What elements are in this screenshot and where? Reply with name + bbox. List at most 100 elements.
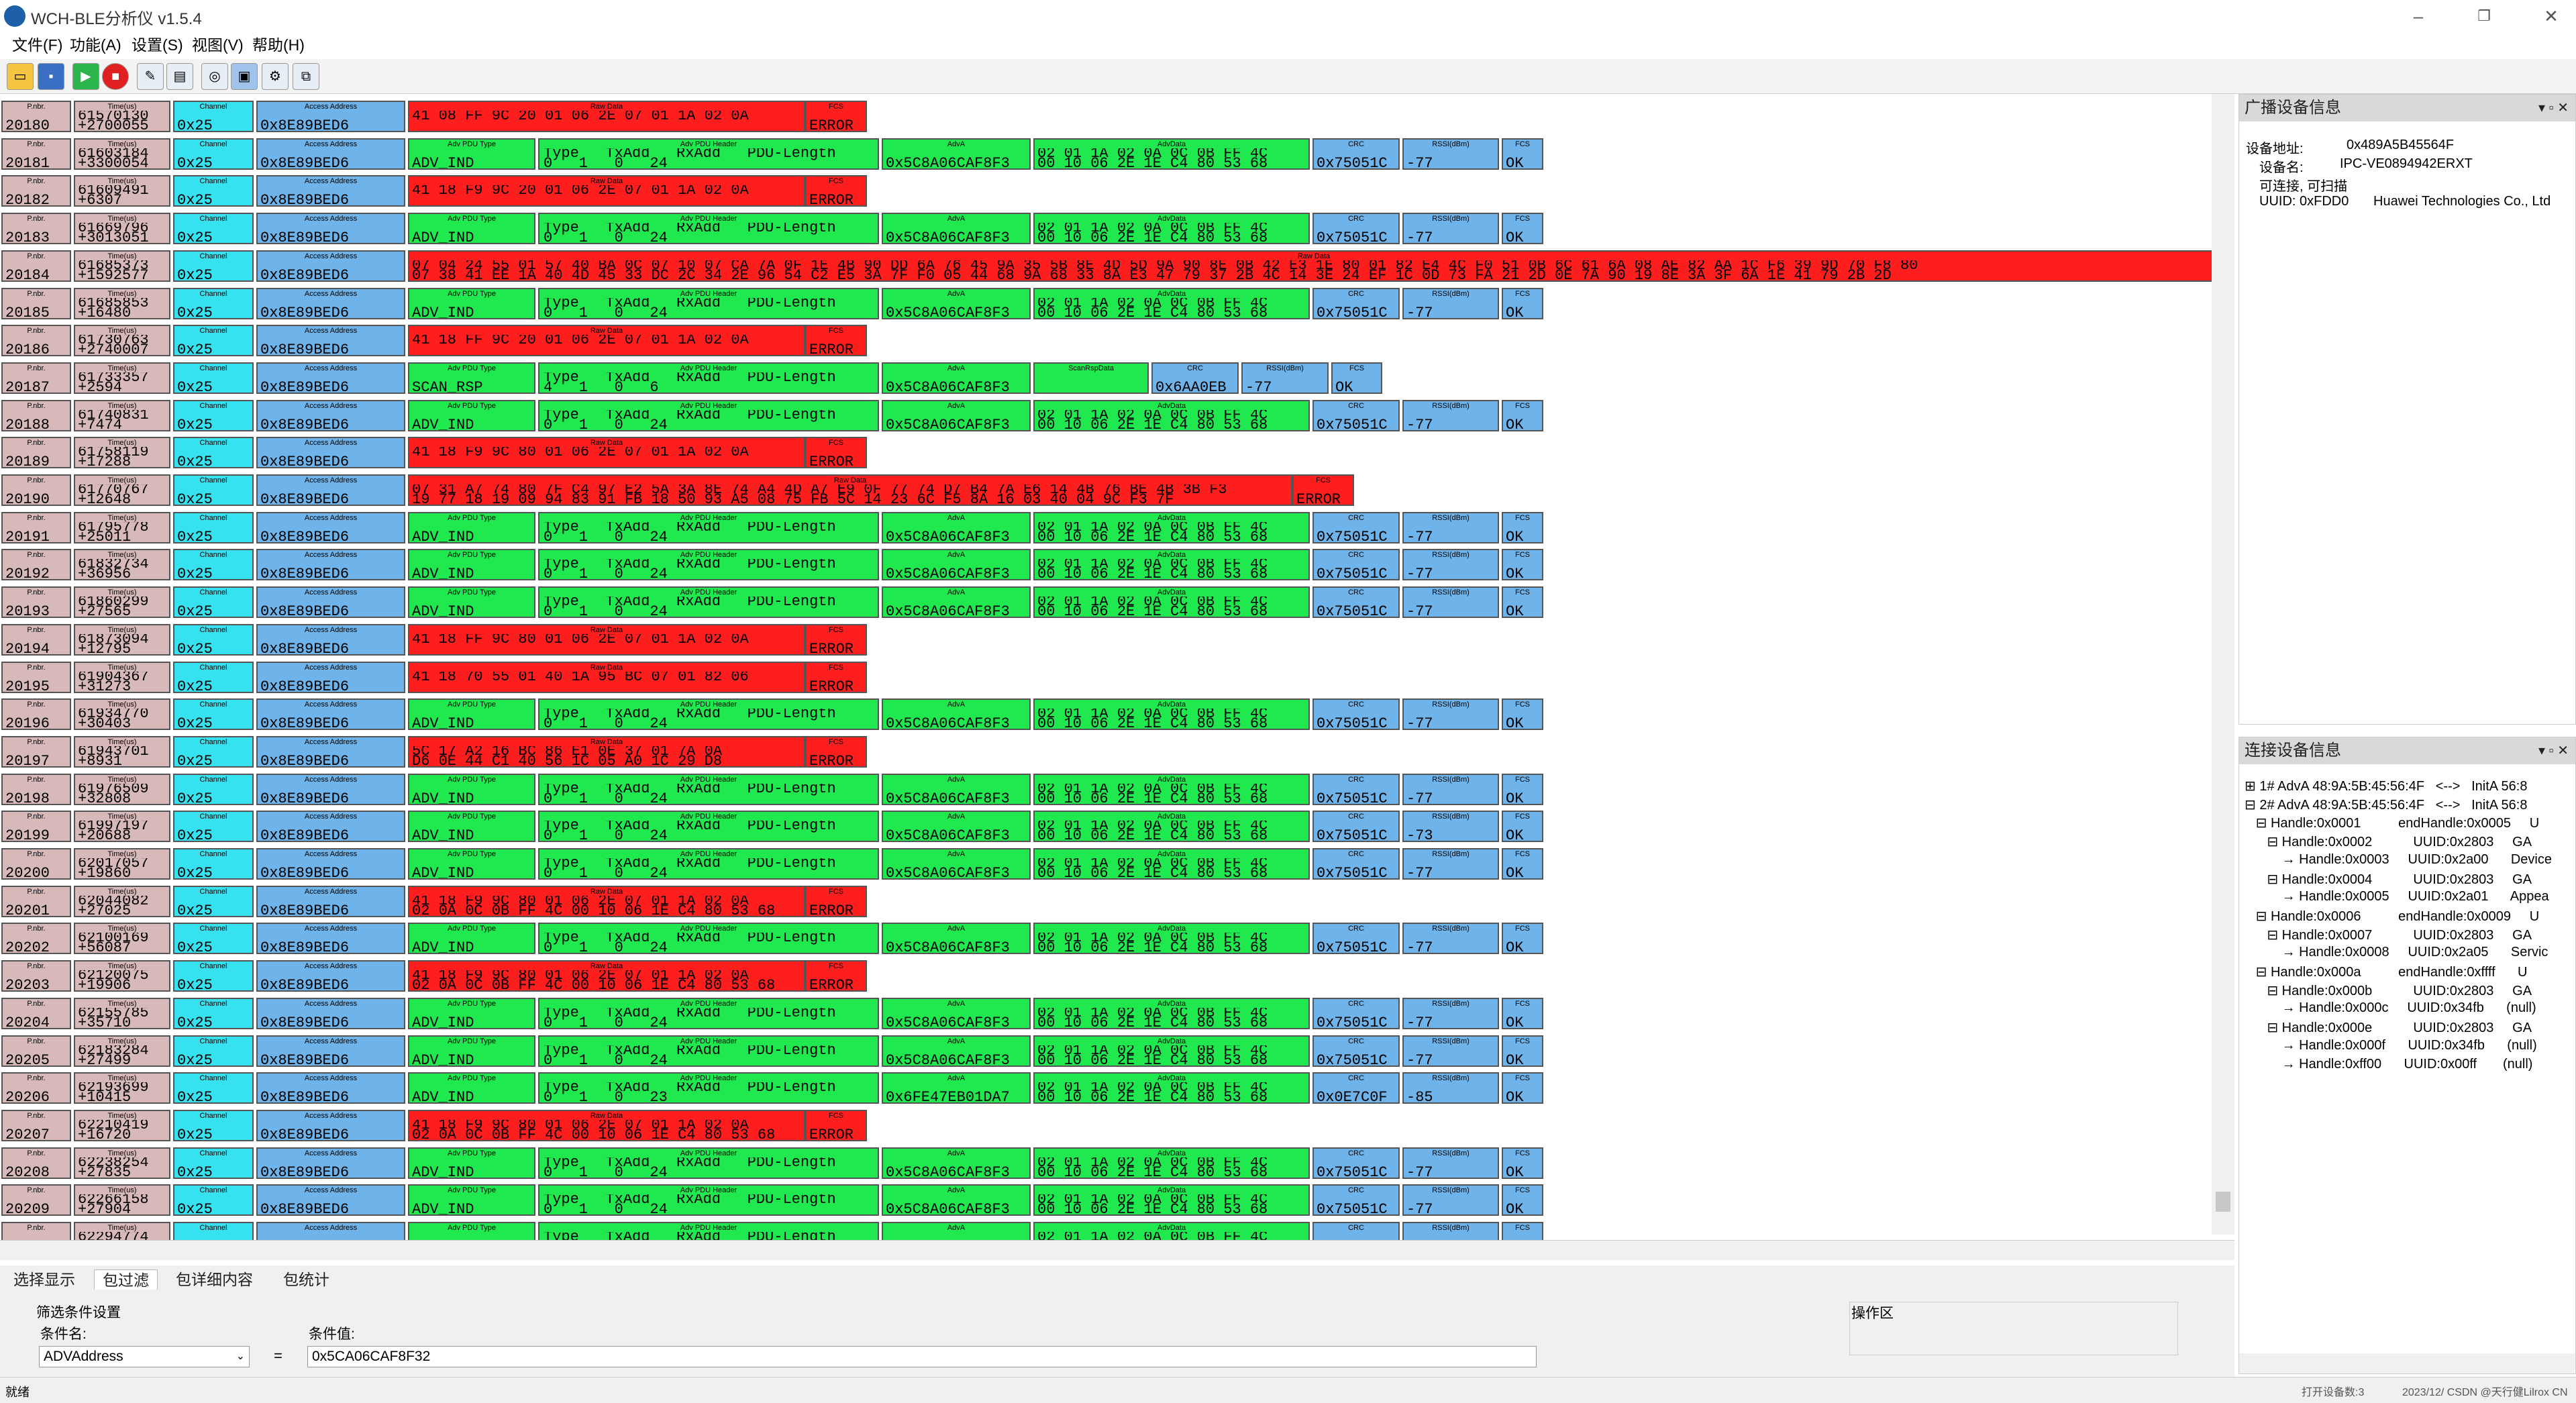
packet-crc-value: 0x75051C [1317, 603, 1388, 619]
tab-select-display[interactable]: 选择显示 [13, 1271, 75, 1288]
start-icon[interactable]: ▶ [72, 63, 99, 90]
packet-row[interactable]: P.nbr. 20200 Time(us) 62017057 +19860 Chann… [0, 847, 2214, 882]
settings-icon[interactable]: ⚙ [262, 63, 289, 90]
packet-row[interactable]: P.nbr. 20187 Time(us) 61733357 +2594 Channe… [0, 361, 2214, 396]
packet-row[interactable]: P.nbr. 20203 Time(us) 62120075 +19906 Chann… [0, 959, 2214, 994]
packet-fcs-value: OK [1506, 528, 1524, 543]
export-icon[interactable]: ▤ [166, 63, 193, 90]
condition-name-select[interactable]: ADVAddress ⌄ [39, 1346, 250, 1367]
packet-list[interactable]: P.nbr. 20180 Time(us) 61570130 +2700055 Cha… [0, 94, 2234, 1245]
packet-row[interactable]: P.nbr. 20195 Time(us) 61904367 +31273 Chann… [0, 660, 2214, 695]
packet-list-vscroll-thumb[interactable] [2216, 1192, 2230, 1212]
menu-help[interactable]: 帮助(H) [252, 36, 305, 54]
filter-icon[interactable]: ▣ [231, 63, 258, 90]
packet-list-vscroll[interactable] [2212, 94, 2234, 1235]
tab-packet-filter[interactable]: 包过滤 [94, 1269, 158, 1290]
gatt-tree-node[interactable]: → Handle:0x0005 UUID:0x2a01 Appea [2245, 889, 2549, 904]
packet-row[interactable]: P.nbr. 20184 Time(us) 61685373 +1592577 Cha… [0, 249, 2220, 284]
menu-settings[interactable]: 设置(S) [132, 36, 183, 54]
packet-row[interactable]: P.nbr. 20186 Time(us) 61730763 +2740007 Cha… [0, 323, 2214, 358]
packet-adva-label: AdvA [947, 700, 966, 709]
packet-adva: AdvA 0x5C8A06CAF8F3 [882, 138, 1031, 170]
tab-packet-stats[interactable]: 包统计 [283, 1271, 329, 1288]
stop-icon[interactable]: ■ [102, 63, 129, 90]
gatt-tree-node[interactable]: ⊟ Handle:0x0007 UUID:0x2803 GA [2245, 927, 2532, 943]
packet-row[interactable]: P.nbr. 20190 Time(us) 61770767 +12648 Chann… [0, 473, 2214, 508]
packet-number-value: 20188 [5, 416, 50, 431]
minimize-button[interactable]: – [2413, 6, 2424, 26]
gatt-tree-node[interactable]: ⊞ 1# AdvA 48:9A:5B:45:56:4F <--> InitA 5… [2245, 779, 2528, 794]
packet-row[interactable]: P.nbr. 20205 Time(us) 62183284 +27499 Chann… [0, 1034, 2214, 1069]
packet-time-label: Time(us) [107, 925, 137, 933]
packet-row[interactable]: P.nbr. 20182 Time(us) 61609491 +6307 Channe… [0, 174, 2214, 209]
menu-file[interactable]: 文件(F) [12, 36, 63, 54]
packet-time-label: Time(us) [107, 1074, 137, 1083]
packet-row[interactable]: P.nbr. 20193 Time(us) 61860299 +27565 Chann… [0, 585, 2214, 620]
packet-row[interactable]: P.nbr. 20208 Time(us) 62238254 +27835 Chann… [0, 1146, 2214, 1181]
packet-row[interactable]: P.nbr. 20198 Time(us) 61976509 +32808 Chann… [0, 772, 2214, 807]
condition-value-input[interactable]: 0x5CA06CAF8F32 [307, 1346, 1537, 1367]
panel-controls-icon[interactable]: ▾ ▫ ✕ [2538, 101, 2569, 115]
tab-packet-detail[interactable]: 包详细内容 [176, 1271, 253, 1288]
gatt-tree-node[interactable]: → Handle:0xff00 UUID:0x00ff (null) [2245, 1056, 2533, 1072]
packet-row[interactable]: P.nbr. 20180 Time(us) 61570130 +2700055 Cha… [0, 99, 2214, 134]
packet-adv-data-value: 02 01 1A 02 0A 0C 0B FF 4C 00 10 06 2E 1… [1037, 783, 1268, 805]
packet-access-address-label: Access Address [304, 887, 358, 896]
gatt-tree-node[interactable]: → Handle:0x000f UUID:0x34fb (null) [2245, 1037, 2537, 1053]
gatt-tree-node[interactable]: → Handle:0x0008 UUID:0x2a05 Servic [2245, 945, 2548, 960]
packet-row[interactable]: P.nbr. 20189 Time(us) 61758119 +17288 Chann… [0, 435, 2214, 470]
packet-time: Time(us) 61733357 +2594 [74, 362, 170, 394]
packet-row[interactable]: P.nbr. 20209 Time(us) 62266158 +27904 Chann… [0, 1183, 2214, 1218]
maximize-button[interactable]: ❐ [2477, 7, 2491, 24]
packet-row[interactable]: P.nbr. 20201 Time(us) 62044082 +27025 Chann… [0, 884, 2214, 919]
packet-row[interactable]: P.nbr. 20202 Time(us) 62100169 +56087 Chann… [0, 921, 2214, 956]
gatt-tree-node[interactable]: ⊟ Handle:0x0004 UUID:0x2803 GA [2245, 872, 2532, 887]
packet-access-address: Access Address 0x8E89BED6 [256, 885, 405, 917]
packet-row[interactable]: P.nbr. 20204 Time(us) 62155785 +35710 Chann… [0, 996, 2214, 1031]
packet-pdu-type: Adv PDU Type ADV_IND [408, 773, 535, 805]
packet-row[interactable]: P.nbr. 20206 Time(us) 62193699 +10415 Chann… [0, 1071, 2214, 1106]
packet-channel-value: 0x25 [177, 528, 213, 543]
gatt-tree[interactable]: ⊞ 1# AdvA 48:9A:5B:45:56:4F <--> InitA 5… [2242, 778, 2574, 1341]
packet-row[interactable]: P.nbr. 20183 Time(us) 61669796 +3013051 Cha… [0, 211, 2214, 246]
close-button[interactable]: ✕ [2544, 6, 2559, 26]
packet-row[interactable]: P.nbr. 20197 Time(us) 61943701 +8931 Channe… [0, 735, 2214, 770]
gatt-tree-node[interactable]: ⊟ Handle:0x000b UUID:0x2803 GA [2245, 983, 2532, 998]
packet-fcs-label: FCS [1515, 1186, 1530, 1195]
packet-number-value: 20205 [5, 1051, 50, 1067]
panel-controls-icon[interactable]: ▾ ▫ ✕ [2538, 743, 2569, 758]
scan-icon[interactable]: ◎ [201, 63, 228, 90]
packet-row[interactable]: P.nbr. 20196 Time(us) 61934770 +30403 Chann… [0, 697, 2214, 732]
packet-pdu-type: Adv PDU Type ADV_IND [408, 1147, 535, 1179]
packet-row[interactable]: P.nbr. 20192 Time(us) 61832734 +36956 Chann… [0, 548, 2214, 582]
packet-row[interactable]: P.nbr. 20191 Time(us) 61795778 +25011 Chann… [0, 511, 2214, 545]
save-icon[interactable]: ▪ [38, 63, 64, 90]
gatt-tree-node[interactable]: ⊟ 2# AdvA 48:9A:5B:45:56:4F <--> InitA 5… [2245, 797, 2528, 813]
packet-row[interactable]: P.nbr. 20207 Time(us) 62210419 +16720 Chann… [0, 1108, 2214, 1143]
packet-row[interactable]: P.nbr. 20188 Time(us) 61740831 +7474 Channe… [0, 399, 2214, 433]
menu-view[interactable]: 视图(V) [192, 36, 244, 54]
edit-icon[interactable]: ✎ [137, 63, 164, 90]
menu-function[interactable]: 功能(A) [70, 36, 121, 54]
open-icon[interactable]: ▭ [7, 63, 34, 90]
packet-row[interactable]: P.nbr. 20194 Time(us) 61873094 +12795 Chann… [0, 623, 2214, 658]
gatt-tree-node[interactable]: → Handle:0x000c UUID:0x34fb (null) [2245, 1000, 2536, 1016]
window-icon[interactable]: ⧉ [293, 63, 319, 90]
packet-list-hscroll[interactable] [0, 1240, 2234, 1260]
gatt-tree-node[interactable]: ⊟ Handle:0x0006 endHandle:0x0009 U [2245, 908, 2540, 924]
packet-row[interactable]: P.nbr. 20199 Time(us) 61997197 +20688 Chann… [0, 809, 2214, 844]
packet-row[interactable]: P.nbr. 20185 Time(us) 61685853 +16480 Chann… [0, 287, 2214, 321]
packet-channel: Channel 0x25 [173, 474, 254, 506]
packet-number-value: 20207 [5, 1126, 50, 1141]
packet-row[interactable]: P.nbr. 20181 Time(us) 61603184 +3300054 Cha… [0, 137, 2214, 172]
gatt-tree-node[interactable]: ⊟ Handle:0x0001 endHandle:0x0005 U [2245, 816, 2540, 831]
packet-access-address-value: 0x8E89BED6 [260, 678, 350, 693]
packet-channel-value: 0x25 [177, 678, 213, 693]
packet-channel-label: Channel [199, 513, 227, 522]
gatt-tree-node[interactable]: ⊟ Handle:0x0002 UUID:0x2803 GA [2245, 835, 2532, 850]
gatt-tree-node[interactable]: ⊟ Handle:0x000a endHandle:0xffff U [2245, 965, 2528, 980]
gatt-tree-hscroll[interactable] [2239, 1353, 2575, 1373]
gatt-tree-node[interactable]: → Handle:0x0003 UUID:0x2a00 Device [2245, 851, 2552, 867]
gatt-tree-node[interactable]: ⊟ Handle:0x000e UUID:0x2803 GA [2245, 1021, 2532, 1036]
